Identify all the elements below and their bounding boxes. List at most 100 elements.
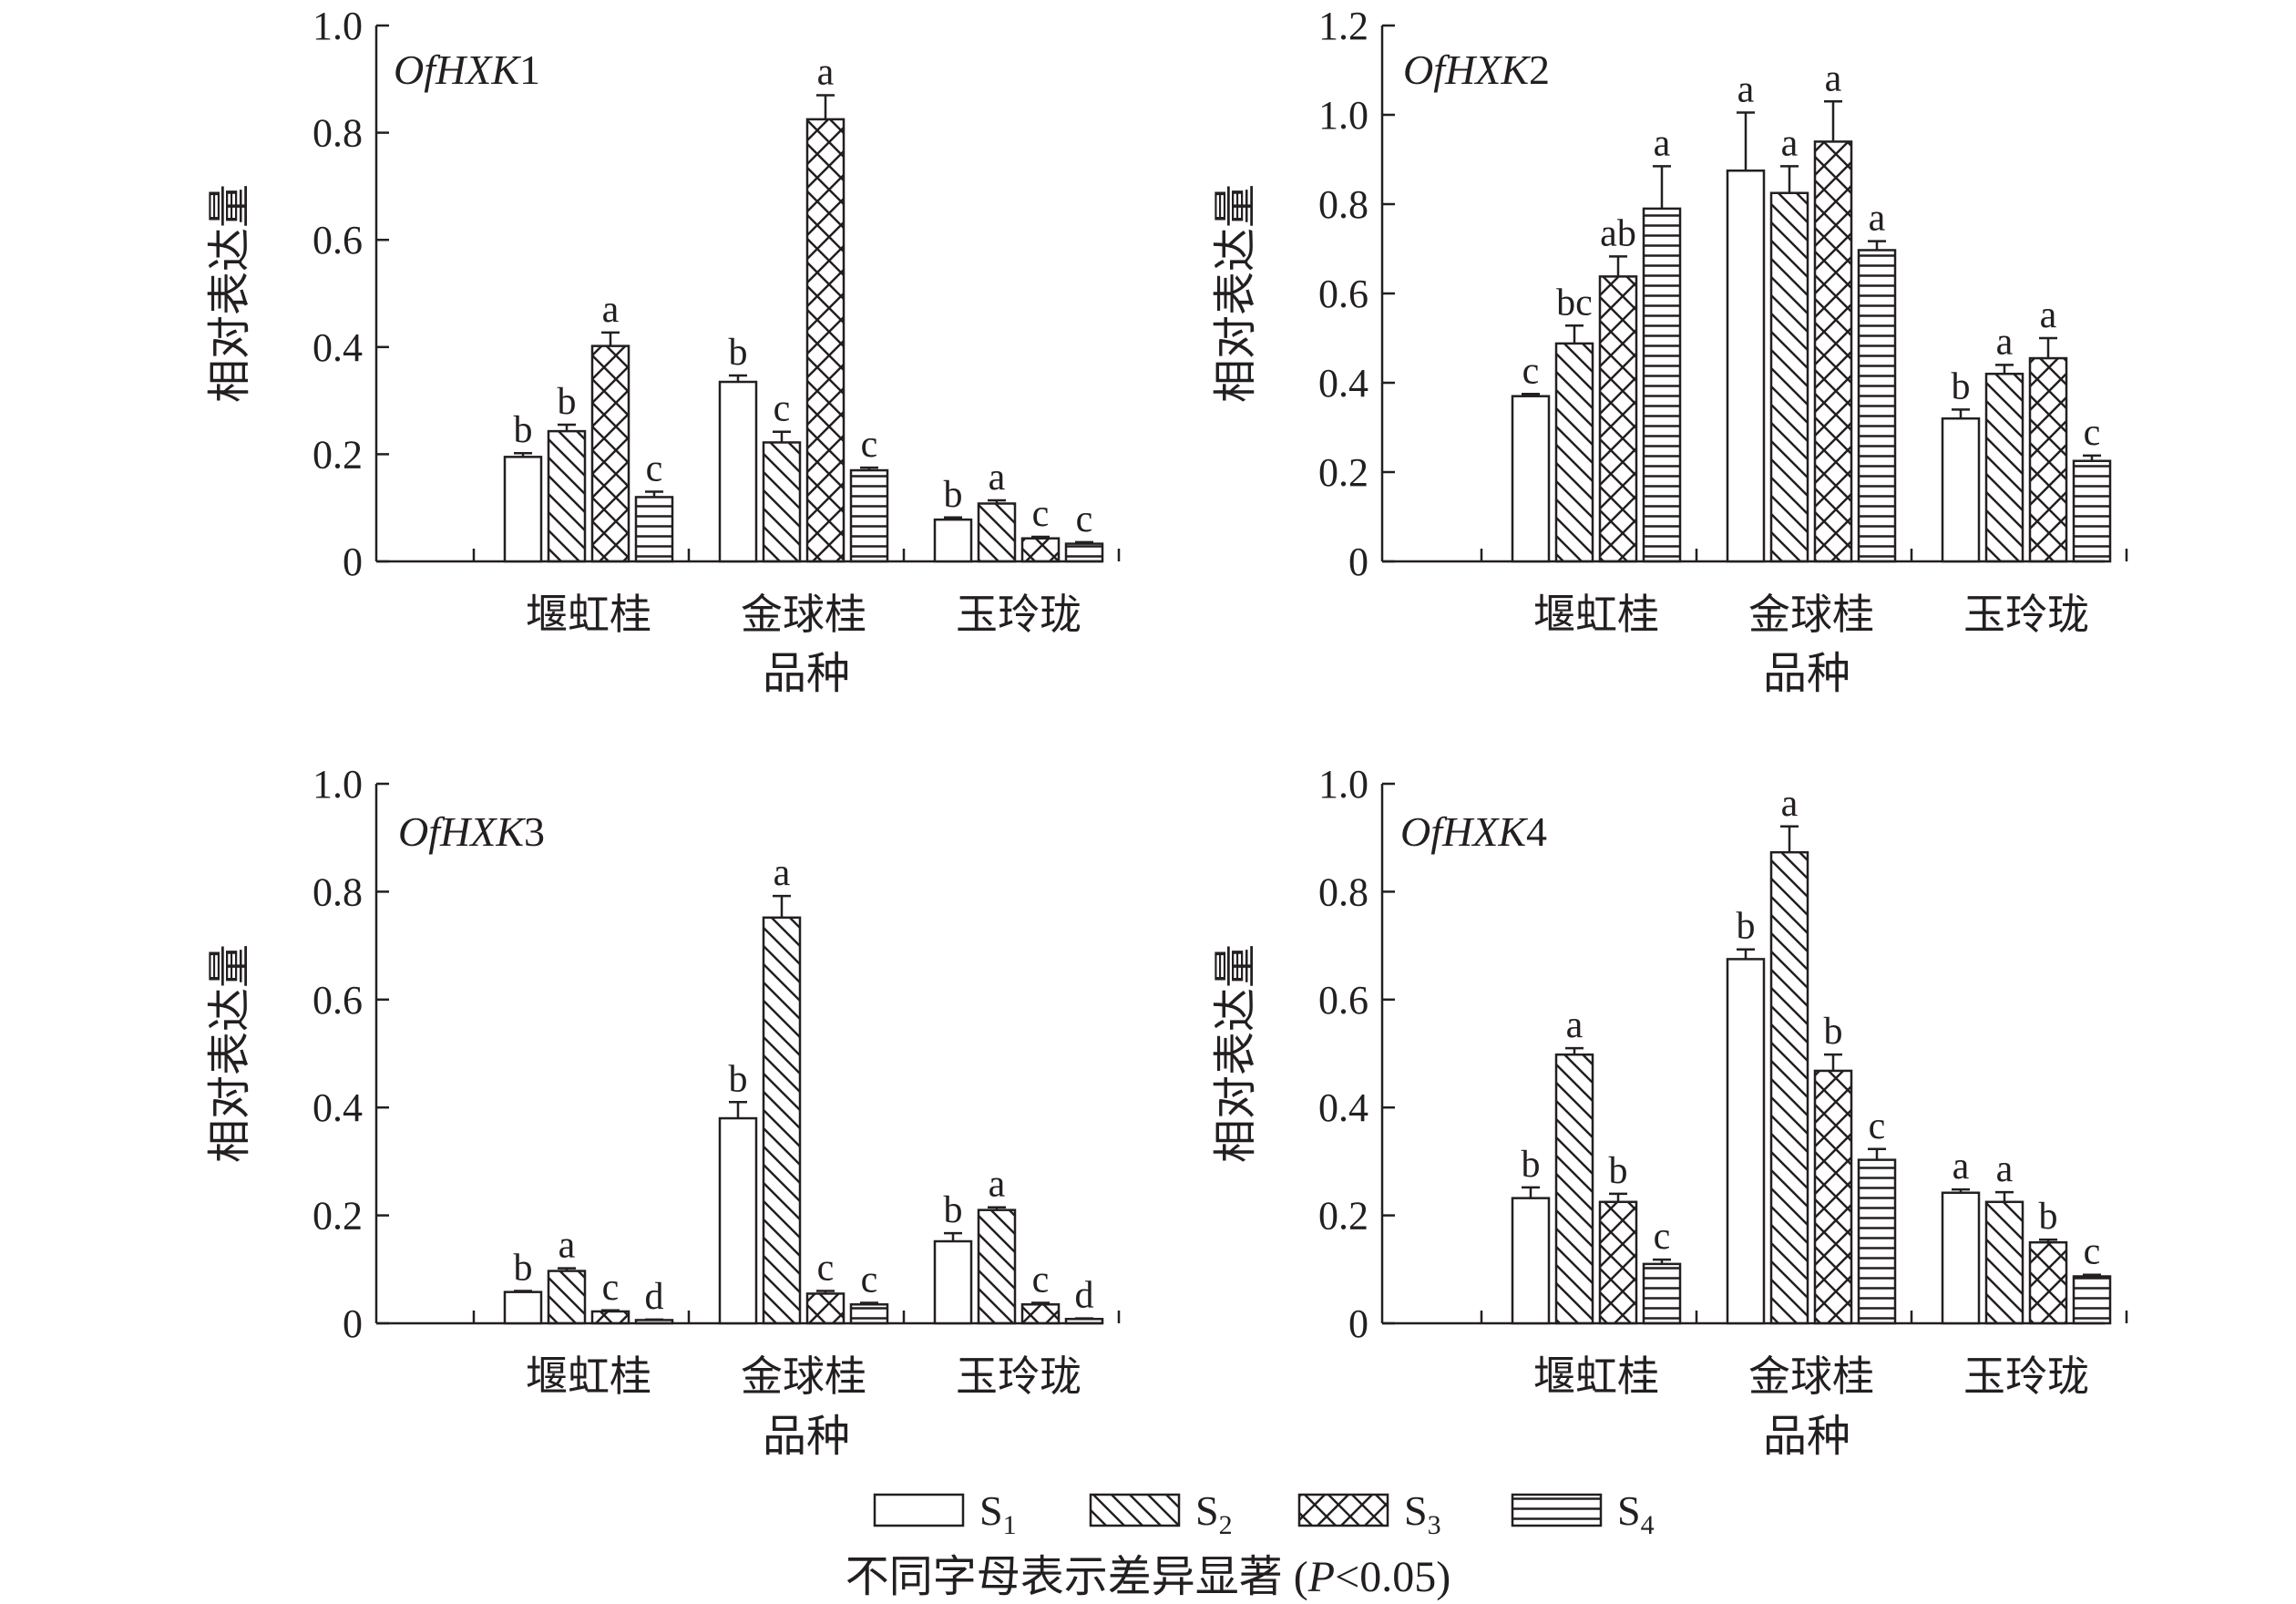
bar-s2-2 (1769, 191, 1809, 563)
y-tick-label: 0.4 (313, 1085, 363, 1130)
significance-letter: a (1996, 1148, 2014, 1190)
significance-letter: b (2039, 1196, 2058, 1238)
significance-letter: a (1996, 321, 2014, 363)
significance-letter: c (1076, 499, 1093, 540)
y-tick-label: 0.2 (313, 1194, 363, 1239)
significance-letter: b (1522, 1144, 1541, 1186)
bar-s3-1 (590, 1310, 630, 1325)
bar-s1-3 (933, 518, 973, 563)
category-label: 玉玲珑 (956, 1353, 1081, 1400)
bar-s1-1 (503, 1290, 543, 1325)
y-tick-label: 1.0 (1318, 762, 1368, 807)
chart-title-number: 3 (524, 808, 545, 855)
category-label: 金球桂 (1748, 1353, 1874, 1400)
bar-s1-2 (718, 380, 758, 563)
y-axis-label: 相对表达量 (1212, 944, 1260, 1163)
chart-title: OfHXK2 (1403, 46, 1550, 93)
bar-s1-1 (1511, 1197, 1551, 1325)
footnote-tail: <0.05) (1335, 1553, 1451, 1601)
legend-label-4: S4 (1617, 1487, 1655, 1540)
chart-title: OfHXK4 (1400, 808, 1547, 855)
significance-letter: c (817, 1247, 835, 1289)
significance-letter: d (645, 1276, 664, 1318)
significance-letter: b (1609, 1150, 1628, 1192)
legend-label-sub: 1 (1003, 1510, 1017, 1540)
y-tick-label: 0 (1348, 540, 1368, 584)
legend-label-main: S (1404, 1487, 1428, 1534)
bar-s4-3 (2072, 459, 2112, 563)
legend-swatch-4 (1511, 1493, 1603, 1527)
footnote-p: P (1307, 1553, 1336, 1601)
significance-letter: d (1075, 1275, 1094, 1317)
significance-letter: c (2084, 412, 2101, 454)
bar-s4-2 (849, 1303, 889, 1325)
y-tick-label: 0.8 (313, 111, 363, 156)
x-axis-label: 品种 (763, 650, 850, 698)
significance-letter: a (1737, 69, 1755, 111)
legend: S 1 S2 S3 S4 (873, 1487, 1655, 1540)
x-axis-label: 品种 (1763, 1413, 1850, 1461)
bar-s3-2 (1813, 140, 1853, 563)
significance-letter: b (1824, 1011, 1843, 1053)
footnote: 不同字母表示差异显著 (P<0.05) (0, 1540, 2296, 1604)
bar-s4-1 (1642, 207, 1682, 563)
chart-title: OfHXK1 (394, 46, 540, 93)
significance-letter: c (774, 388, 791, 430)
y-tick-label: 0.4 (1318, 1085, 1368, 1130)
significance-letter: a (602, 289, 620, 331)
y-tick-label: 1.0 (313, 762, 363, 807)
significance-letter: bc (1556, 282, 1593, 324)
significance-letter: a (1781, 783, 1799, 825)
footnote-text: 不同字母表示差异显著 ( (845, 1553, 1308, 1601)
legend-label-main: S (1617, 1487, 1641, 1534)
significance-letter: c (1032, 1260, 1050, 1301)
y-tick-label: 0.6 (1318, 272, 1368, 316)
significance-letter: a (1869, 198, 1886, 240)
bar-s2-1 (1554, 342, 1594, 563)
bar-s1-1 (503, 456, 543, 563)
chart-title-number: 2 (1529, 46, 1550, 93)
bar-s4-2 (849, 468, 889, 563)
significance-letter: c (1654, 1216, 1671, 1258)
significance-letter: a (559, 1225, 576, 1267)
bar-s2-1 (547, 1270, 587, 1325)
chart-title-number: 4 (1526, 808, 1547, 855)
bar-s1-2 (1726, 170, 1766, 563)
y-tick-label: 0.8 (1318, 869, 1368, 914)
significance-letter: a (2040, 294, 2057, 336)
y-tick-label: 0 (343, 540, 363, 584)
significance-letter: a (1825, 57, 1842, 99)
bar-s4-3 (1064, 542, 1104, 563)
category-label: 玉玲珑 (1963, 591, 2089, 638)
significance-letter: b (514, 409, 533, 451)
y-tick-label: 0.6 (313, 978, 363, 1023)
significance-letter: a (1781, 122, 1799, 164)
significance-letter: c (2084, 1231, 2101, 1273)
category-label: 金球桂 (1748, 591, 1874, 638)
significance-letter: c (1032, 493, 1050, 535)
y-tick-label: 0 (1348, 1301, 1368, 1346)
significance-letter: a (774, 852, 791, 894)
significance-letter: a (1953, 1146, 1970, 1188)
bar-s4-1 (1642, 1262, 1682, 1325)
legend-label-3: S3 (1404, 1487, 1441, 1540)
significance-letter: c (861, 1260, 878, 1301)
y-tick-label: 0.2 (1318, 450, 1368, 495)
y-tick-label: 0.2 (313, 432, 363, 477)
chart-title-number: 1 (519, 46, 540, 93)
bar-s3-1 (1598, 1200, 1638, 1325)
category-label: 金球桂 (741, 1353, 866, 1400)
significance-letter: c (1522, 350, 1540, 392)
legend-swatch-2 (1089, 1493, 1181, 1527)
y-axis-label: 相对表达量 (206, 184, 254, 403)
legend-label-2: S2 (1195, 1487, 1233, 1540)
y-tick-label: 1.0 (1318, 93, 1368, 138)
significance-letter: a (817, 51, 835, 93)
x-axis-label: 品种 (763, 1413, 850, 1461)
y-tick-label: 0.6 (313, 218, 363, 262)
bar-s3-2 (805, 118, 846, 563)
